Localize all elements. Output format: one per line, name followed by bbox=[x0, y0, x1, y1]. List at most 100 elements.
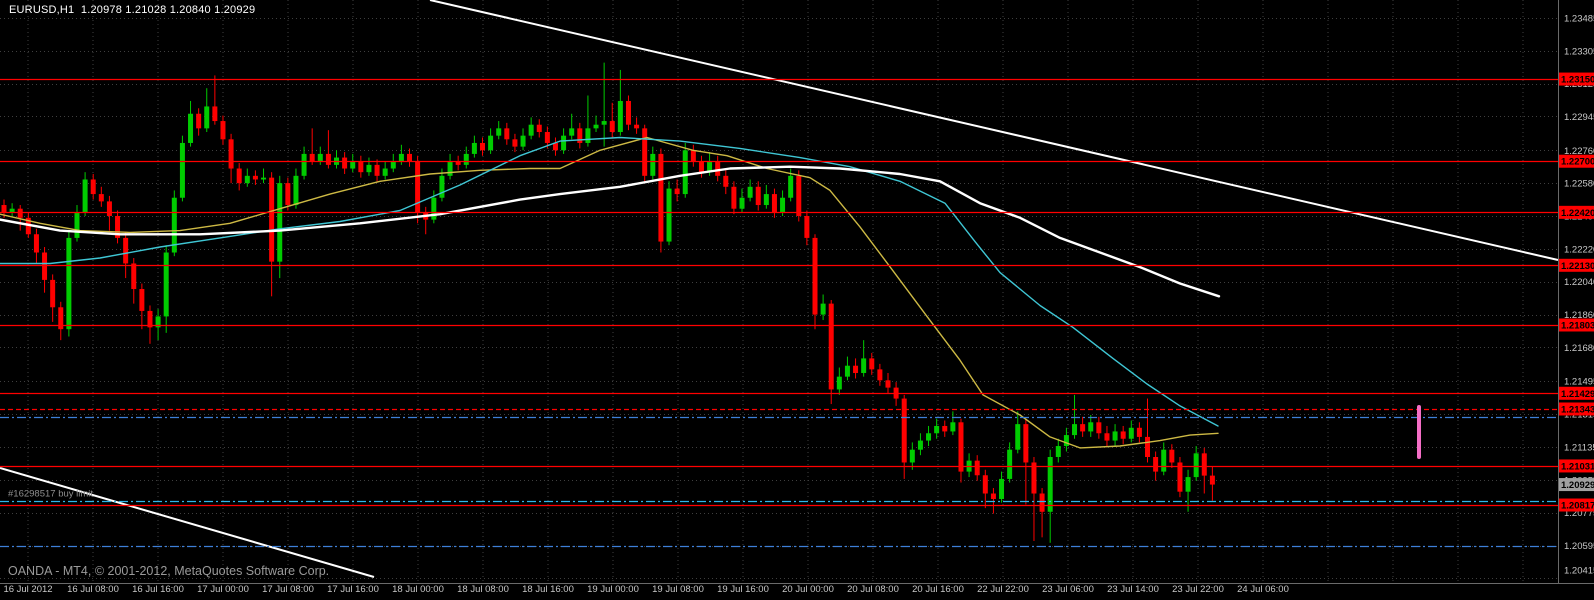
bull-candle-body bbox=[1088, 422, 1094, 432]
bull-candle-body bbox=[763, 194, 769, 206]
bear-candle-body bbox=[115, 215, 121, 238]
level-price-tag-bg[interactable] bbox=[1559, 205, 1594, 219]
price-axis-label: 1.22760 bbox=[1564, 146, 1594, 157]
bull-candle-body bbox=[1128, 427, 1134, 439]
bear-candle-body bbox=[609, 121, 615, 133]
price-axis-label: 1.22220 bbox=[1564, 244, 1594, 255]
bear-candle-body bbox=[869, 358, 875, 370]
buy-limit-order-label: #16298517 buy limit bbox=[8, 489, 93, 500]
bull-candle-body bbox=[171, 197, 177, 253]
bear-candle-body bbox=[512, 139, 518, 147]
time-axis-label: 17 Jul 16:00 bbox=[327, 584, 379, 595]
level-price-tag[interactable]: 1.22700 bbox=[1561, 157, 1594, 168]
bear-candle-body bbox=[325, 153, 331, 165]
level-price-tag-bg[interactable] bbox=[1559, 459, 1594, 473]
bear-candle-body bbox=[731, 186, 737, 209]
level-price-tag[interactable]: 1.23150 bbox=[1561, 75, 1594, 86]
level-price-tag-bg[interactable] bbox=[1559, 258, 1594, 272]
price-axis-label: 1.21495 bbox=[1564, 377, 1594, 388]
bear-candle-body bbox=[1201, 453, 1207, 476]
level-price-tag-bg[interactable] bbox=[1559, 72, 1594, 86]
bear-candle-body bbox=[479, 142, 485, 151]
time-axis-label: 23 Jul 14:00 bbox=[1107, 584, 1159, 595]
bull-candle-body bbox=[471, 142, 477, 154]
time-axis-label: 18 Jul 08:00 bbox=[457, 584, 509, 595]
price-axis-label: 1.21680 bbox=[1564, 343, 1594, 354]
level-price-tag[interactable]: 1.22420 bbox=[1561, 208, 1594, 219]
bear-candle-body bbox=[252, 175, 258, 180]
bear-candle-body bbox=[1120, 431, 1126, 439]
bull-candle-body bbox=[1072, 424, 1078, 436]
bear-candle-body bbox=[715, 161, 721, 176]
bear-candle-body bbox=[33, 234, 39, 253]
bull-candle-body bbox=[398, 153, 404, 162]
bear-candle-body bbox=[755, 186, 761, 206]
level-price-tag-bg[interactable] bbox=[1559, 402, 1594, 416]
bear-candle-body bbox=[1209, 475, 1215, 485]
level-price-tag-bg[interactable] bbox=[1559, 498, 1594, 512]
current-price-tag: 1.20929 bbox=[1561, 480, 1594, 491]
bull-candle-body bbox=[188, 113, 194, 143]
price-axis-tags[interactable]: 1.23150 1.22700 1.22420 1.22130 1.21803 1.214… bbox=[1559, 72, 1594, 512]
price-axis-label: 1.23305 bbox=[1564, 46, 1594, 57]
bear-candle-body bbox=[982, 475, 988, 494]
bull-candle-body bbox=[844, 365, 850, 377]
bull-candle-body bbox=[293, 175, 299, 206]
bull-candle-body bbox=[1007, 449, 1013, 479]
horizontal-level-lines[interactable] bbox=[0, 78, 1558, 548]
bear-candle-body bbox=[796, 175, 802, 216]
bull-candle-body bbox=[496, 128, 502, 136]
white-trendline[interactable] bbox=[429, 0, 1559, 261]
level-price-tag[interactable]: 1.21803 bbox=[1561, 320, 1594, 331]
bear-candle-body bbox=[455, 161, 461, 165]
white-trendline[interactable] bbox=[0, 467, 375, 578]
level-price-tag[interactable]: 1.20817 bbox=[1561, 501, 1594, 512]
bull-candle-body bbox=[707, 161, 713, 173]
pending-order-line[interactable]: #16298517 buy limit bbox=[0, 489, 1558, 503]
level-price-tag[interactable]: 1.21343 bbox=[1561, 404, 1594, 415]
bull-candle-body bbox=[431, 197, 437, 220]
bear-candle-body bbox=[1169, 449, 1175, 463]
bull-candle-body bbox=[909, 449, 915, 463]
bull-candle-body bbox=[382, 168, 388, 176]
bear-candle-body bbox=[634, 124, 640, 129]
bear-candle-body bbox=[698, 161, 704, 173]
time-axis-label: 19 Jul 08:00 bbox=[652, 584, 704, 595]
level-price-tag[interactable]: 1.21429 bbox=[1561, 389, 1594, 400]
bull-candle-body bbox=[463, 153, 469, 165]
bull-candle-body bbox=[950, 422, 956, 432]
time-axis-label: 20 Jul 00:00 bbox=[782, 584, 834, 595]
bear-candle-body bbox=[958, 422, 964, 472]
time-axis-label: 16 Jul 08:00 bbox=[67, 584, 119, 595]
bear-candle-body bbox=[106, 201, 112, 216]
bull-candle-body bbox=[261, 177, 267, 180]
level-price-tag-bg[interactable] bbox=[1559, 154, 1594, 168]
trendlines[interactable] bbox=[0, 0, 1559, 578]
bull-candle-body bbox=[1015, 424, 1021, 450]
bear-candle-body bbox=[723, 175, 729, 187]
bull-candle-body bbox=[244, 175, 250, 184]
bear-candle-body bbox=[771, 194, 777, 213]
bull-candle-body bbox=[788, 175, 794, 198]
level-price-tag-bg[interactable] bbox=[1559, 318, 1594, 332]
time-axis-label: 18 Jul 16:00 bbox=[522, 584, 574, 595]
level-price-tag[interactable]: 1.22130 bbox=[1561, 261, 1594, 272]
bull-candle-body bbox=[74, 212, 80, 238]
bull-candle-body bbox=[926, 433, 932, 441]
bear-candle-body bbox=[269, 177, 275, 262]
bull-candle-body bbox=[1193, 453, 1199, 478]
bull-candle-body bbox=[488, 135, 494, 151]
level-price-tag-bg[interactable] bbox=[1559, 386, 1594, 400]
bear-candle-body bbox=[577, 128, 583, 143]
bear-candle-body bbox=[674, 188, 680, 195]
bear-candle-body bbox=[504, 128, 510, 140]
bear-candle-body bbox=[1, 205, 7, 213]
bear-candle-body bbox=[212, 106, 218, 122]
bull-candle-body bbox=[917, 440, 923, 450]
bear-candle-body bbox=[1177, 462, 1183, 492]
bull-candle-body bbox=[520, 135, 526, 147]
level-price-tag[interactable]: 1.21031 bbox=[1561, 461, 1594, 472]
bear-candle-body bbox=[536, 124, 542, 133]
